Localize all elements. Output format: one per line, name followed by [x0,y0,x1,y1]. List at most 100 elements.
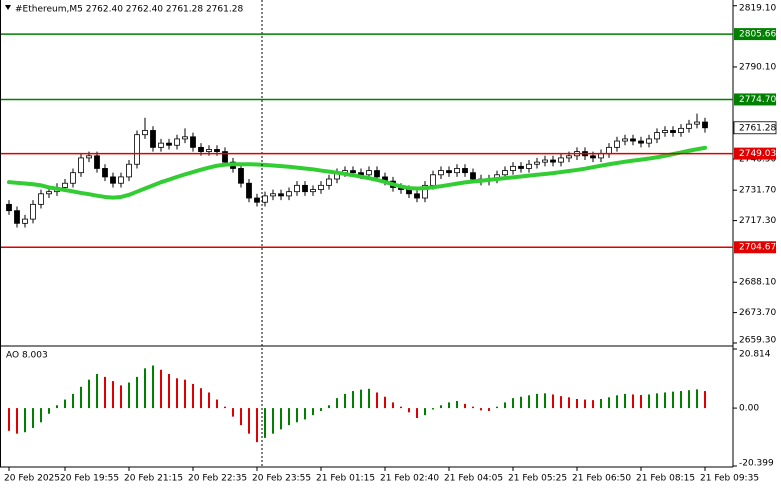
candle-body [654,132,660,140]
candle-body [214,149,220,152]
candle-body [686,123,692,129]
candle-body [374,170,380,178]
candle-body [262,195,268,203]
moving-average [7,145,707,200]
candle-body [406,189,412,195]
candle-body [646,138,652,144]
candle-body [446,170,452,174]
candle-body [62,182,68,188]
candle-body [302,184,308,193]
candle-body [158,142,164,148]
candle-body [614,140,620,148]
candle-body [278,193,284,197]
x-tick-label: 21 Feb 06:50 [572,474,631,484]
candle-body [566,155,572,159]
level-label-box [734,28,776,41]
candle-body [126,163,132,178]
candle-body [110,176,116,184]
candle-body [534,161,540,165]
y-tick-label: 2673.70 [739,308,776,318]
candle-body [670,130,676,133]
candle-body [134,134,140,165]
candle-body [70,172,76,184]
y-tick-label: 0.00 [739,404,759,414]
x-tick-label: 21 Feb 08:15 [636,474,695,484]
x-tick-label: 20 Feb 2025 [4,474,60,484]
x-tick-label: 20 Feb 21:15 [124,474,183,484]
candle-body [286,191,292,197]
marks [6,113,708,443]
candle-body [518,165,524,169]
candle-body [174,138,180,146]
candle-body [542,159,548,163]
candle-body [454,168,460,174]
y-tick-label: -20.399 [739,459,774,469]
candle-body [30,203,36,220]
candle-body [118,176,124,184]
x-tick-label: 21 Feb 04:05 [444,474,503,484]
candle-body [558,157,564,163]
candle-body [678,127,684,133]
candle-body [198,146,204,152]
candle-body [694,121,700,125]
level-label: 2774.70 [739,95,776,105]
candle-body [622,138,628,142]
x-tick-label: 21 Feb 01:15 [316,474,375,484]
candle-body [238,168,244,184]
candle-body [254,197,260,203]
candle-body [270,193,276,197]
candle-body [310,189,316,193]
level-label: 2805.66 [739,30,776,40]
candle-body [502,170,508,176]
candle-body [294,184,300,193]
candle-body [702,121,708,129]
candle-body [550,159,556,163]
candle-body [606,146,612,155]
candle-body [102,168,108,178]
candle-body [326,178,332,186]
candle-body [510,165,516,171]
candle-body [14,210,20,224]
candle-body [94,155,100,169]
candle-body [422,184,428,199]
candle-body [142,130,148,136]
candle-body [662,130,668,133]
candle-body [6,203,12,212]
candle-body [462,168,468,174]
level-label: 2749.03 [739,149,776,159]
candle-body [590,155,596,159]
candle-body [222,151,228,163]
candle-body [470,172,476,180]
candle-body [22,218,28,224]
chart-title: #Ethereum,M5 2762.40 2762.40 2761.28 276… [15,5,243,15]
candle-body [86,155,92,159]
candle-body [182,136,188,140]
y-tick-label: 20.814 [739,350,771,360]
indicator-title: AO 8.003 [6,351,48,361]
candle-body [38,193,44,205]
candle-body [366,170,372,176]
level-label: 2704.67 [739,243,776,253]
y-tick-label: 2819.10 [739,4,776,14]
candle-body [526,163,532,169]
candle-body [414,193,420,199]
x-tick-label: 20 Feb 23:55 [252,474,311,484]
candle-body [350,170,356,174]
y-tick-label: 2659.30 [739,336,776,346]
y-tick-label: 2731.70 [739,186,776,196]
candle-body [46,191,52,195]
candle-body [150,130,156,148]
candle-body [78,157,84,174]
level-label-box [734,147,776,160]
current-price-box [733,121,777,135]
symbol-icon [5,5,11,10]
candle-body [318,184,324,190]
candle-body [166,142,172,146]
y-tick-label: 2688.10 [739,278,776,288]
candle-body [630,138,636,142]
candle-body [638,140,644,144]
y-tick-label: 2717.30 [739,216,776,226]
candle-body [246,182,252,199]
